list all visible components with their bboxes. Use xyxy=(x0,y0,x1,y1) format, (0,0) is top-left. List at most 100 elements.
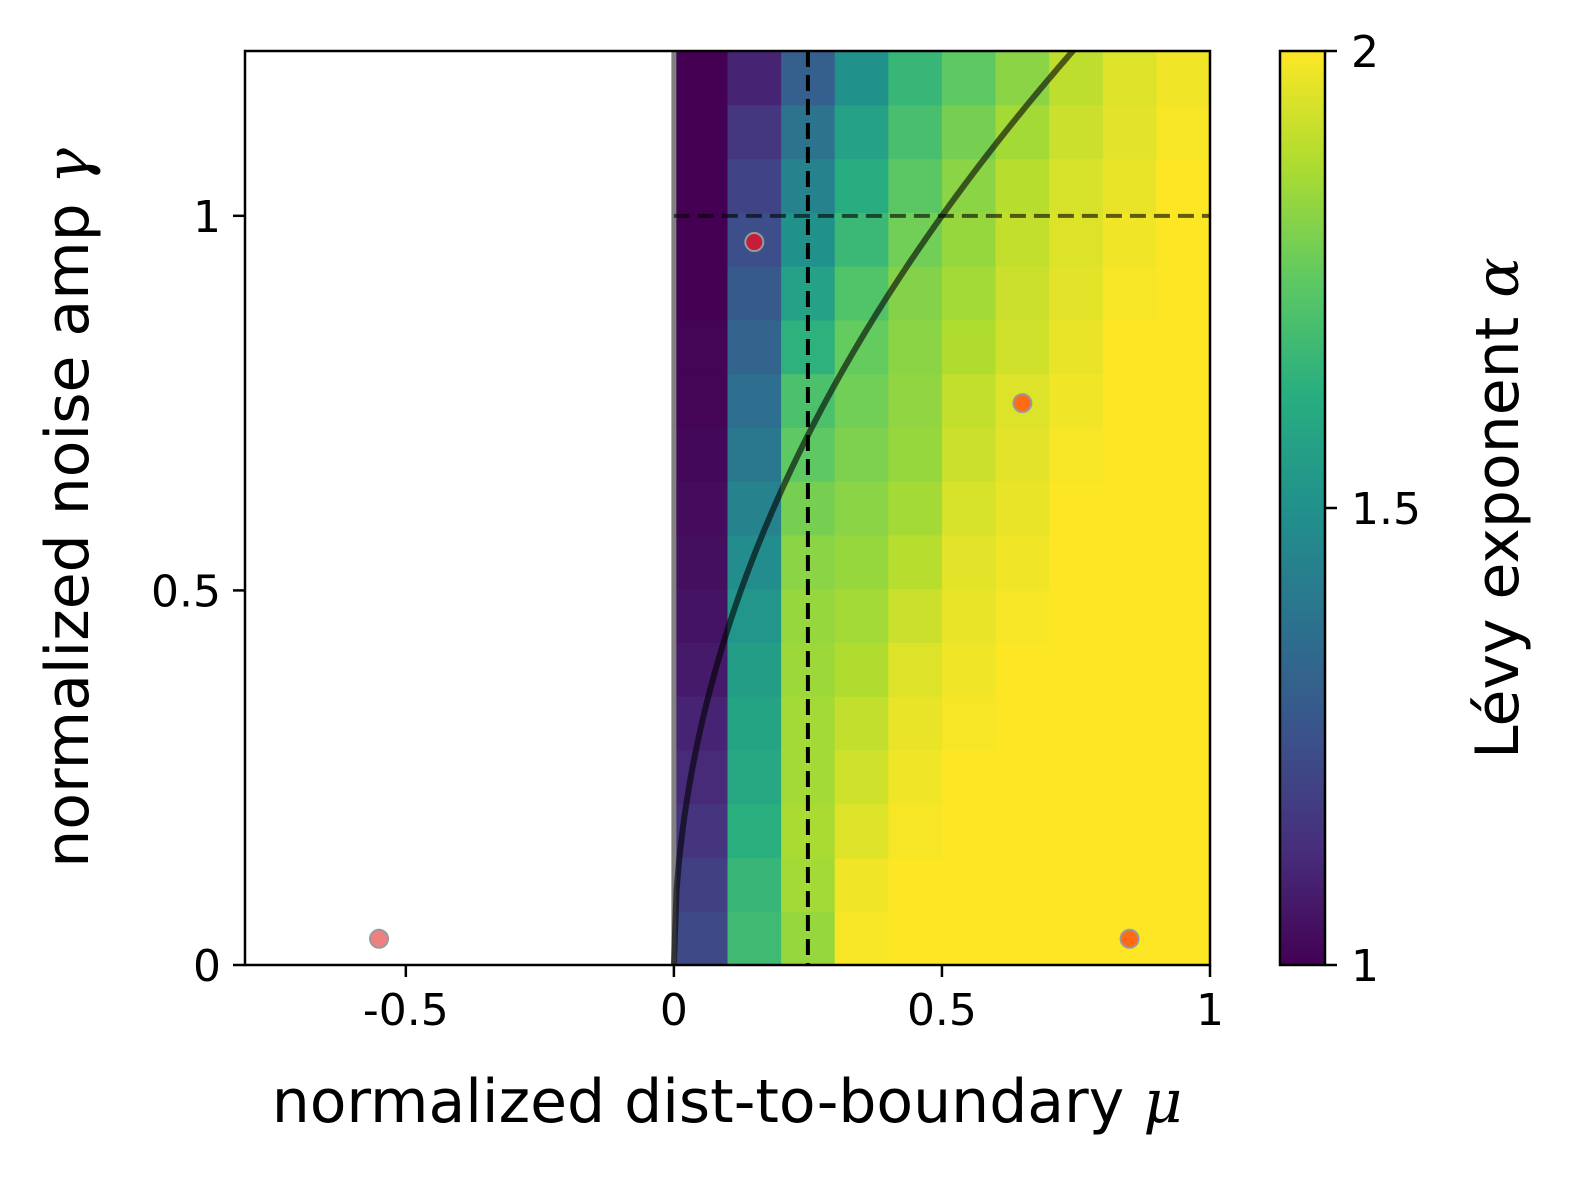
heatmap-cell xyxy=(727,373,782,428)
marker-point xyxy=(1012,393,1033,414)
colorbar-tick-label: 1.5 xyxy=(1351,484,1421,535)
heatmap-cell xyxy=(673,51,729,106)
heatmap-cell xyxy=(1102,158,1157,213)
heatmap-cell xyxy=(941,212,997,267)
heatmap-cell xyxy=(1049,104,1104,160)
heatmap-cell xyxy=(1049,212,1104,267)
heatmap-cell xyxy=(673,319,729,375)
heatmap-cell xyxy=(1102,588,1157,644)
heatmap-cell xyxy=(995,857,1050,912)
heatmap-cell xyxy=(834,158,889,213)
heatmap-cell xyxy=(1049,803,1104,859)
heatmap-cell xyxy=(888,51,943,106)
colorbar-tick-label: 2 xyxy=(1351,27,1379,78)
heatmap-cell xyxy=(834,588,889,644)
heatmap-cell xyxy=(888,427,943,482)
heatmap-cell xyxy=(1102,696,1157,751)
heatmap-cell xyxy=(995,319,1050,375)
heatmap-cell xyxy=(1156,642,1210,697)
heatmap-cell xyxy=(727,911,782,965)
heatmap-cell xyxy=(834,51,889,106)
heatmap-cell xyxy=(1156,749,1210,805)
heatmap-cell xyxy=(1049,642,1104,697)
heatmap-cell xyxy=(1102,749,1157,805)
marker-point xyxy=(369,928,390,949)
heatmap-cell xyxy=(727,319,782,375)
heatmap-cell xyxy=(673,911,729,965)
heatmap-cell xyxy=(995,642,1050,697)
heatmap-cell xyxy=(888,911,943,965)
colorbar-gradient xyxy=(1278,49,1327,967)
heatmap-cell xyxy=(1102,427,1157,482)
heatmap-cell xyxy=(834,212,889,267)
heatmap-cell xyxy=(834,104,889,160)
heatmap-cell xyxy=(673,481,729,536)
heatmap-cell xyxy=(727,158,782,213)
heatmap-cell xyxy=(673,373,729,428)
heatmap-cell xyxy=(995,749,1050,805)
heatmap-cell xyxy=(1102,212,1157,267)
heatmap-cell xyxy=(1156,696,1210,751)
heatmap-cell xyxy=(995,158,1050,213)
heatmap-cell xyxy=(834,911,889,965)
heatmap-cell xyxy=(1156,427,1210,482)
heatmap-cell xyxy=(995,266,1050,321)
heatmap-cell xyxy=(834,534,889,590)
colorbar-ticks: 11.52 xyxy=(1325,27,1421,992)
heatmap-cell xyxy=(1049,696,1104,751)
heatmap-cell xyxy=(1156,373,1210,428)
heatmap-cell xyxy=(1156,319,1210,375)
heatmap-cell xyxy=(995,588,1050,644)
heatmap-cell xyxy=(995,911,1050,965)
heatmap-cell xyxy=(1102,481,1157,536)
heatmap-cell xyxy=(888,481,943,536)
heatmap-cell xyxy=(941,534,997,590)
heatmap-cell xyxy=(673,749,729,805)
x-tick-label: 1 xyxy=(1196,985,1224,1036)
sqrt-curve xyxy=(670,51,1077,965)
x-axis: -0.5 0 0.5 1 xyxy=(363,965,1224,1036)
heatmap-cell xyxy=(995,427,1050,482)
heatmap-cell xyxy=(1156,588,1210,644)
heatmap-cell xyxy=(834,481,889,536)
heatmap-cell xyxy=(941,104,997,160)
y-tick-label: 1 xyxy=(193,192,221,243)
heatmap-cell xyxy=(727,803,782,859)
y-axis: 00.51 xyxy=(151,192,245,992)
heatmap-cell xyxy=(673,534,729,590)
heatmap-cell xyxy=(941,51,997,106)
heatmap-cell xyxy=(673,857,729,912)
heatmap-cell xyxy=(941,911,997,965)
heatmap-cell xyxy=(995,534,1050,590)
heatmap-cell xyxy=(941,266,997,321)
heatmap-cell xyxy=(1049,911,1104,965)
y-tick-label: 0.5 xyxy=(151,566,221,617)
x-axis-label: normalized dist-to-boundary μ xyxy=(272,1067,1183,1137)
heatmap-cell xyxy=(1102,534,1157,590)
colorbar-label: Lévy exponent α xyxy=(1463,257,1533,759)
heatmap-cell xyxy=(1102,803,1157,859)
heatmap-cell xyxy=(673,158,729,213)
heatmap-cell xyxy=(888,373,943,428)
heatmap-cell xyxy=(727,642,782,697)
heatmap-cell xyxy=(834,696,889,751)
heatmap-cell xyxy=(941,803,997,859)
heatmap-cell xyxy=(888,158,943,213)
heatmap-cell xyxy=(888,642,943,697)
heatmap-cell xyxy=(727,857,782,912)
x-tick-label: 0 xyxy=(660,985,688,1036)
heatmap-cell xyxy=(888,857,943,912)
heatmap-cell xyxy=(673,104,729,160)
heatmap-cell xyxy=(941,857,997,912)
heatmap-cell xyxy=(995,51,1050,106)
heatmap-cell xyxy=(673,427,729,482)
heatmap-cell xyxy=(1049,749,1104,805)
heatmap-cell xyxy=(673,588,729,644)
heatmap-cell xyxy=(1102,51,1157,106)
heatmap-cell xyxy=(1102,319,1157,375)
heatmap-cell xyxy=(834,749,889,805)
heatmap-cell xyxy=(1102,373,1157,428)
marker-points xyxy=(369,232,1140,949)
heatmap-cell xyxy=(1156,266,1210,321)
